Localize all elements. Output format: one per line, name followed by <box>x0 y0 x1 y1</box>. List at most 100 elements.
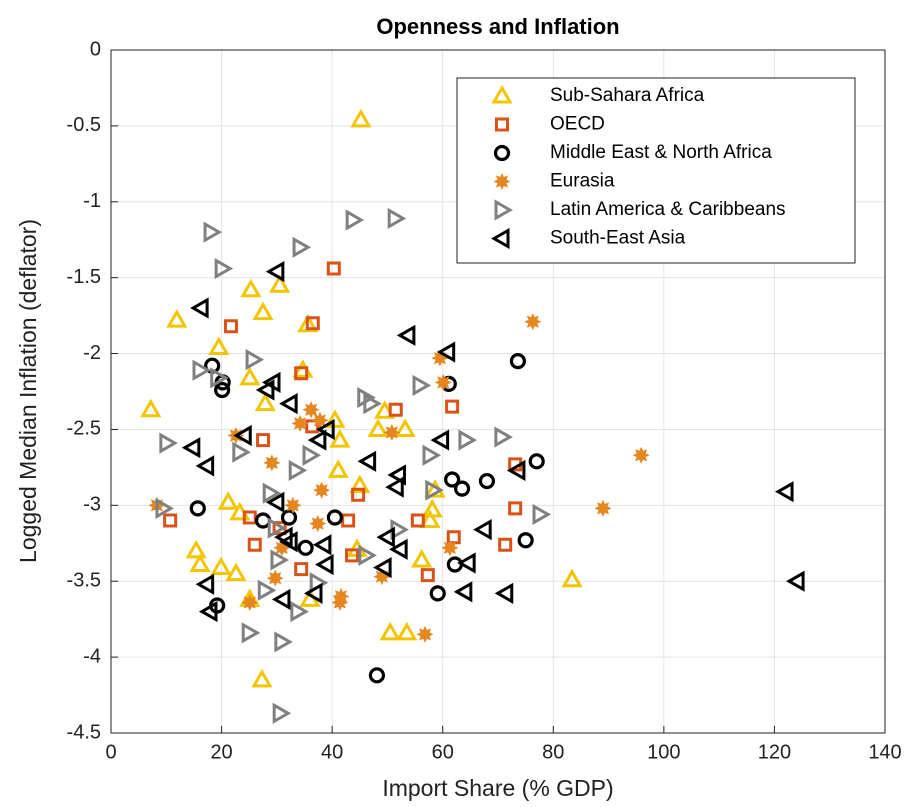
scatter-point <box>498 537 513 552</box>
x-tick-label: 20 <box>210 741 232 763</box>
scatter-point <box>345 209 365 231</box>
scatter-point <box>302 401 320 419</box>
scatter-point <box>214 374 231 391</box>
scatter-point <box>436 341 456 363</box>
scatter-point <box>373 556 392 579</box>
scatter-point <box>416 625 434 643</box>
scatter-point <box>195 455 215 477</box>
y-tick-label: -3 <box>83 494 101 516</box>
legend-label: Middle East & North Africa <box>550 142 772 163</box>
scatter-point <box>316 418 335 441</box>
scatter-point <box>494 582 514 604</box>
scatter-point <box>189 500 206 517</box>
scatter-point <box>329 429 351 448</box>
scatter-point <box>445 399 460 414</box>
scatter-point <box>163 513 178 528</box>
scatter-point <box>203 221 223 243</box>
scatter-point <box>327 459 349 478</box>
scatter-point <box>376 526 395 548</box>
y-tick-label: -4.5 <box>67 721 101 743</box>
y-tick-label: -3.5 <box>67 570 101 592</box>
scatter-point <box>326 509 344 526</box>
y-axis-label: Logged Median Inflation (deflator) <box>15 219 41 563</box>
scatter-point <box>270 549 289 571</box>
x-axis-label: Import Share (% GDP) <box>382 775 613 801</box>
scatter-point <box>257 579 277 601</box>
scatter-point <box>561 568 583 588</box>
legend-label: Sub-Sahara Africa <box>550 85 705 106</box>
scatter-point <box>307 429 327 451</box>
scatter-point <box>528 453 545 470</box>
scatter-point <box>394 418 416 437</box>
scatter-point <box>345 548 360 563</box>
scatter-point <box>245 349 265 371</box>
scatter-point <box>241 622 261 644</box>
y-tick-label: -0.5 <box>67 114 101 136</box>
scatter-point <box>266 569 284 587</box>
legend-marker <box>491 84 513 104</box>
scatter-point <box>279 393 298 415</box>
legend-marker <box>495 117 509 132</box>
y-tick-label: -2 <box>83 342 101 364</box>
scatter-point <box>312 534 332 556</box>
scatter-point <box>453 581 473 603</box>
y-tick-label: 0 <box>90 38 101 60</box>
x-tick-label: 100 <box>647 741 680 763</box>
scatter-point <box>208 336 230 355</box>
scatter-point <box>632 446 650 464</box>
scatter-point <box>267 517 287 539</box>
scatter-point <box>396 621 418 641</box>
x-tick-label: 120 <box>758 741 791 763</box>
scatter-point <box>241 593 259 612</box>
y-tick-label: -4 <box>83 645 101 667</box>
scatter-point <box>453 480 471 497</box>
scatter-point <box>192 359 212 381</box>
scatter-point <box>284 496 302 514</box>
scatter-point <box>239 366 261 386</box>
scatter-point <box>291 414 309 433</box>
scatter-point <box>303 582 323 604</box>
scatter-point <box>166 309 188 328</box>
scatter-point <box>312 481 331 499</box>
x-tick-label: 0 <box>105 741 116 763</box>
scatter-point <box>444 471 461 488</box>
scatter-point <box>331 593 349 612</box>
scatter-point <box>294 562 309 577</box>
legend-label: Latin America & Caribbeans <box>550 199 786 220</box>
scatter-point <box>385 476 404 498</box>
plot-frame <box>110 49 886 734</box>
scatter-point <box>363 393 382 415</box>
scatter-point <box>252 301 274 321</box>
y-tick-label: -1 <box>83 190 101 212</box>
scatter-point <box>441 539 459 557</box>
scatter-point <box>190 297 209 319</box>
scatter-point <box>189 553 211 573</box>
scatter-point <box>458 429 477 451</box>
scatter-point <box>368 667 386 684</box>
scatter-point <box>430 429 450 451</box>
scatter-point <box>478 472 496 490</box>
scatter-point <box>195 573 215 595</box>
scatter-point <box>181 437 201 459</box>
scatter-point <box>396 324 416 346</box>
scatter-point <box>358 544 377 567</box>
scatter-point <box>217 491 239 510</box>
scatter-point <box>311 411 329 429</box>
scatter-point <box>269 274 291 293</box>
scatter-point <box>508 501 523 516</box>
marks-layer <box>140 108 805 724</box>
chart-title: Openness and Inflation <box>376 14 619 39</box>
scatter-point <box>309 514 327 533</box>
scatter-point <box>210 367 229 389</box>
legend-marker <box>493 172 511 191</box>
scatter-point <box>274 631 293 653</box>
scatter-point <box>341 513 356 528</box>
scatter-point <box>155 497 174 519</box>
scatter-point <box>524 313 542 331</box>
scatter-point <box>185 539 207 559</box>
x-tick-label: 60 <box>432 741 454 763</box>
scatter-point <box>159 432 178 454</box>
scatter-point <box>509 353 527 370</box>
scatter-point <box>247 537 262 552</box>
scatter-point <box>265 261 285 283</box>
